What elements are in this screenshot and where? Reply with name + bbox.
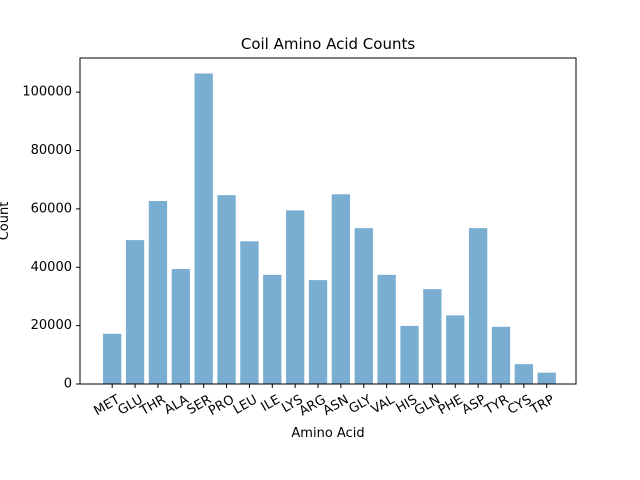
bar-cys (514, 364, 534, 384)
bar-thr (148, 201, 168, 384)
y-tick-label: 60000 (31, 201, 72, 216)
y-tick-label: 80000 (31, 143, 72, 158)
bar-asp (468, 228, 488, 384)
y-tick-label: 100000 (22, 85, 72, 100)
bar-lys (286, 210, 305, 384)
x-axis-label: Amino Acid (291, 426, 364, 441)
bar-val (377, 274, 396, 384)
bar-gly (354, 228, 373, 384)
bar-asn (331, 194, 351, 384)
x-axis-ticks: METGLUTHRALASERPROLEUILELYSARGASNGLYVALH… (92, 384, 557, 419)
y-tick-label: 20000 (31, 318, 72, 333)
bar-ala (171, 269, 190, 384)
plot-frame (79, 57, 577, 385)
y-axis-ticks: 0 20000 40000 60000 80000 100000 (22, 85, 80, 392)
bar-leu (240, 241, 259, 384)
bar-phe (446, 315, 465, 384)
bar-his (400, 325, 419, 384)
y-axis-label: Count (0, 202, 12, 241)
chart-title: Coil Amino Acid Counts (241, 35, 415, 53)
bars-group (103, 73, 556, 384)
bar-tyr (491, 326, 511, 384)
bar-ile (263, 274, 282, 384)
y-tick-label: 40000 (31, 260, 72, 275)
bar-gln (423, 289, 442, 384)
bar-met (103, 333, 122, 384)
x-tick-label: TRP (527, 392, 557, 418)
x-tick-label: LEU (231, 392, 260, 417)
bar-glu (125, 240, 145, 384)
bar-arg (308, 280, 328, 384)
bar-ser (194, 73, 213, 384)
bar-trp (537, 372, 556, 384)
y-tick-label: 0 (64, 377, 72, 392)
bar-pro (217, 195, 236, 384)
